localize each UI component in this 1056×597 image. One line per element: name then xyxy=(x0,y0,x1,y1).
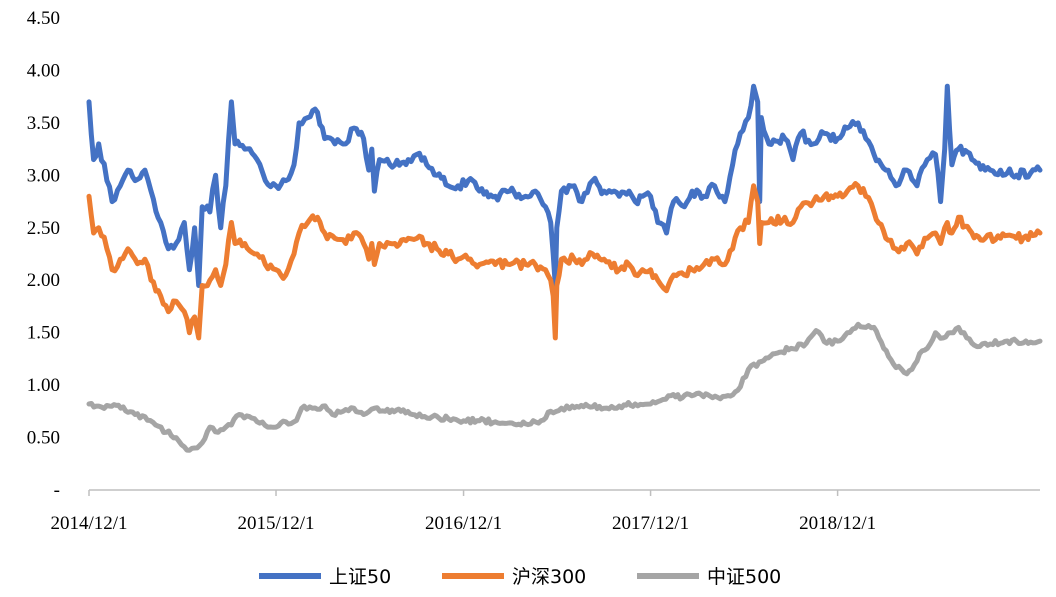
y-tick-label: 2.00 xyxy=(27,270,60,291)
x-tick-label: 2018/12/1 xyxy=(799,513,876,534)
y-tick-label: 3.50 xyxy=(27,113,60,134)
y-tick-label: 2.50 xyxy=(27,218,60,239)
x-tick-label: 2014/12/1 xyxy=(50,513,127,534)
x-tick-label: 2016/12/1 xyxy=(425,513,502,534)
y-tick-label: 3.00 xyxy=(27,165,60,186)
x-tick-label: 2015/12/1 xyxy=(237,513,314,534)
series-line-2 xyxy=(86,181,1043,341)
y-tick-label: 1.00 xyxy=(27,375,60,396)
legend-label: 上证50 xyxy=(329,566,391,588)
y-axis-tick-labels: - 0.50 1.00 1.50 2.00 2.50 3.00 3.50 4.00 4.50 xyxy=(27,8,60,501)
x-tick-label: 2017/12/1 xyxy=(612,513,689,534)
y-tick-label: - xyxy=(54,480,60,501)
series-line-3 xyxy=(86,321,1043,453)
y-tick-label: 4.00 xyxy=(27,60,60,81)
y-tick-label: 0.50 xyxy=(27,428,60,449)
legend: 上证50 沪深300 中证500 xyxy=(259,566,781,588)
y-tick-label: 4.50 xyxy=(27,8,60,29)
legend-label: 中证500 xyxy=(707,566,781,588)
x-axis xyxy=(88,489,1040,496)
y-tick-label: 1.50 xyxy=(27,323,60,344)
x-axis-tick-labels: 2014/12/1 2015/12/1 2016/12/1 2017/12/1 2018… xyxy=(50,513,876,534)
legend-label: 沪深300 xyxy=(512,566,586,588)
series-line-1 xyxy=(86,83,1043,288)
series-lines xyxy=(86,83,1043,453)
